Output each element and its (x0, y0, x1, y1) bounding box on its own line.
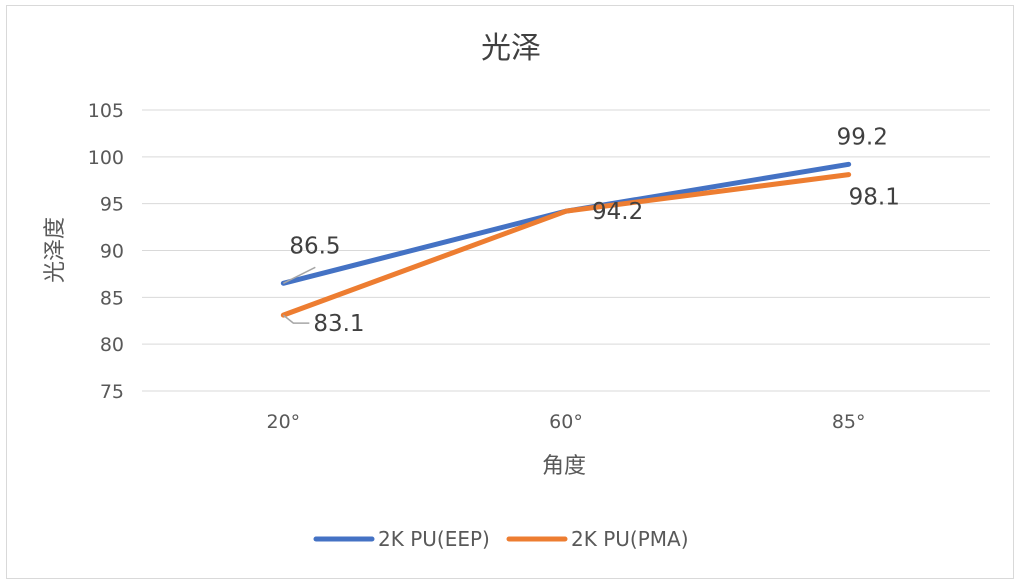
legend: 2K PU(EEP) 2K PU(PMA) (313, 527, 689, 551)
y-tick-label: 80 (100, 334, 124, 356)
chart-title: 光泽 (481, 31, 541, 66)
x-tick-label: 60° (549, 411, 583, 433)
chart-frame (6, 5, 1014, 579)
data-label: 83.1 (313, 311, 364, 337)
leader-line (282, 266, 316, 284)
data-labels: 86.5 94.2 99.2 83.1 98.1 (282, 124, 900, 337)
y-axis-label: 光泽度 (43, 217, 68, 283)
x-tick-label: 85° (832, 411, 866, 433)
data-label: 86.5 (289, 233, 340, 259)
data-label: 94.2 (592, 199, 643, 225)
y-tick-label: 100 (88, 147, 124, 169)
leader-line (282, 314, 310, 324)
y-tick-label: 75 (100, 381, 124, 403)
gridlines (142, 109, 990, 392)
legend-entry: 2K PU(PMA) (571, 527, 689, 551)
y-tick-label: 95 (100, 194, 124, 216)
x-axis-label: 角度 (542, 454, 586, 479)
data-label: 98.1 (849, 185, 900, 211)
series-lines (280, 161, 852, 318)
y-tick-label: 105 (88, 100, 124, 122)
series-line-1 (280, 161, 852, 286)
y-tick-label: 90 (100, 241, 124, 263)
x-tick-labels: 20° 60° 85° (266, 411, 865, 433)
legend-entry: 2K PU(EEP) (378, 527, 490, 551)
y-tick-label: 85 (100, 287, 124, 309)
data-label: 99.2 (837, 124, 888, 150)
y-tick-labels: 75 80 85 90 95 100 105 (88, 100, 124, 403)
series-line-2 (280, 172, 852, 318)
x-tick-label: 20° (266, 411, 300, 433)
